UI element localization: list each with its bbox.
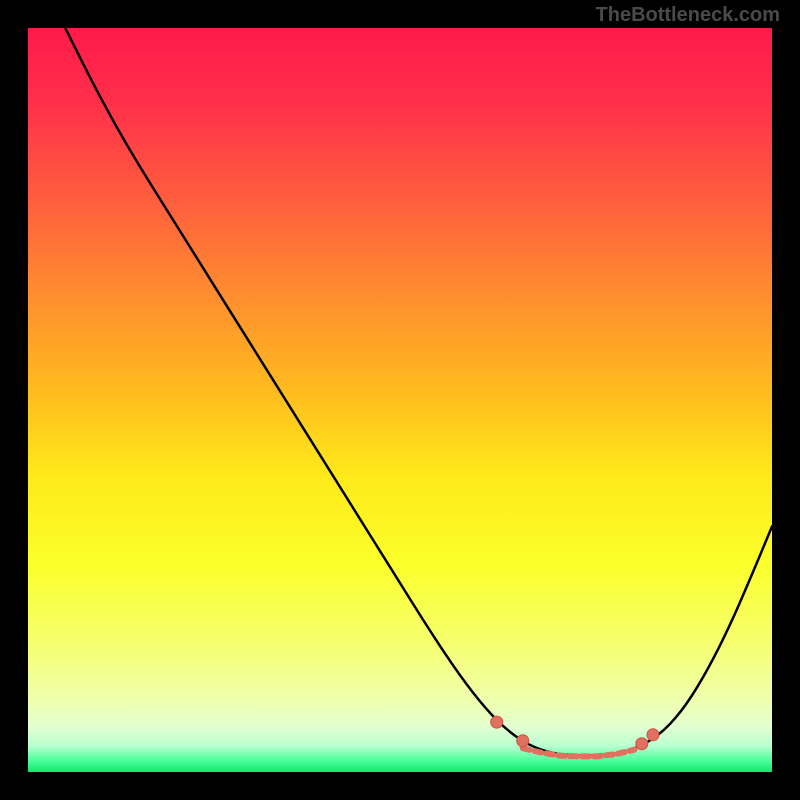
trough-marker-dot (636, 738, 648, 750)
trough-marker-dot (647, 729, 659, 741)
trough-marker-dot (517, 735, 529, 747)
watermark-text: TheBottleneck.com (596, 4, 780, 27)
trough-marker-dot (491, 716, 503, 728)
trough-dashed-segment (523, 748, 635, 756)
trough-markers-group (491, 716, 659, 750)
main-curve (65, 28, 772, 756)
curve-layer (28, 28, 772, 772)
plot-area (28, 28, 772, 772)
